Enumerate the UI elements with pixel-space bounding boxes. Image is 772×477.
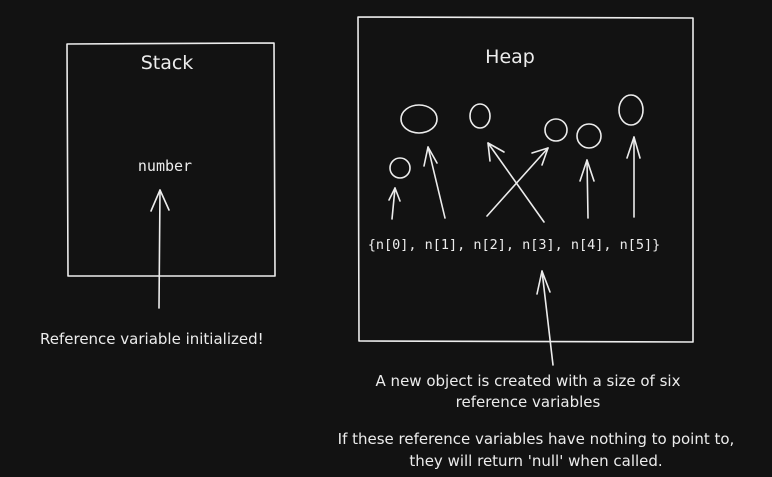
heap-box (357, 16, 694, 343)
null-note-line-1: If these reference variables have nothin… (338, 430, 735, 448)
object-circle-0 (389, 157, 411, 179)
stack-reference-arrow (150, 189, 170, 309)
object-circle-2 (469, 103, 491, 129)
object-circle-1 (400, 104, 438, 134)
reference-arrow-5 (626, 136, 641, 218)
heap-array-text: {n[0], n[1], n[2], n[3], n[4], n[5]} (368, 237, 661, 253)
reference-arrow-1 (423, 146, 446, 219)
stack-box (66, 42, 276, 277)
reference-arrow-4 (579, 159, 595, 219)
heap-caption-line-2: reference variables (456, 393, 601, 411)
reference-arrow-3 (486, 147, 549, 217)
object-circle-5 (618, 94, 644, 126)
stack-title: Stack (141, 52, 194, 74)
heap-caption-arrow (536, 270, 554, 366)
null-note-line-2: they will return 'null' when called. (409, 452, 662, 470)
reference-arrow-0 (388, 187, 401, 220)
heap-caption-line-1: A new object is created with a size of s… (376, 372, 681, 390)
stack-caption: Reference variable initialized! (40, 330, 264, 348)
heap-title: Heap (485, 46, 535, 68)
object-circle-4 (576, 123, 602, 149)
object-circle-3 (544, 118, 568, 142)
stack-variable-name: number (138, 157, 192, 175)
